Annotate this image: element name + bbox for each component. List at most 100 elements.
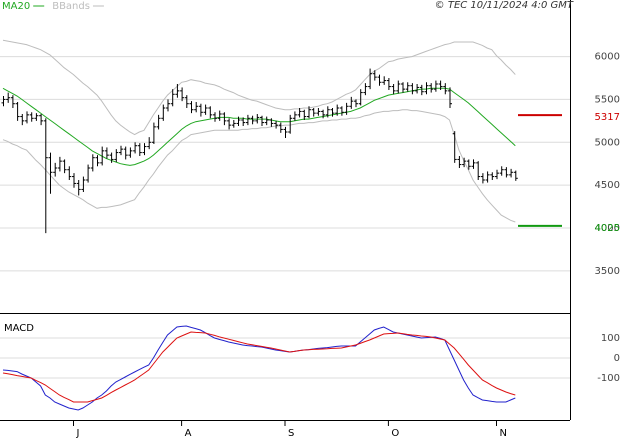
ohlc-bar: [241, 117, 246, 126]
ohlc-bar: [372, 70, 377, 81]
y-tick-label: 5500: [595, 94, 620, 105]
ohlc-bar: [161, 104, 166, 121]
band-lower: [2, 109, 516, 223]
ohlc-bar: [476, 161, 481, 180]
ohlc-bar: [15, 102, 20, 121]
ohlc-bar: [311, 108, 316, 117]
ohlc-bar: [109, 152, 114, 163]
ohlc-bar: [245, 114, 250, 126]
ohlc-bar: [415, 84, 420, 94]
ohlc-bar: [175, 84, 180, 98]
source: © TEC 10/11/2024 4:0 GMT: [435, 0, 574, 11]
ohlc-bar: [480, 173, 485, 184]
ohlc-bar: [203, 104, 208, 115]
ohlc-bar: [419, 84, 424, 96]
ohlc-bar: [213, 112, 217, 122]
ohlc-bar: [452, 131, 457, 163]
ohlc-bar: [76, 180, 81, 196]
ohlc-bar: [457, 156, 462, 168]
ohlc-bar: [170, 89, 175, 107]
ohlc-bar: [438, 80, 443, 90]
ohlc-bar: [382, 76, 387, 85]
ohlc-bar: [354, 99, 358, 108]
ohlc-bar: [292, 111, 297, 121]
ohlc-bar: [104, 147, 109, 159]
ohlc-bar: [156, 114, 161, 130]
ohlc-bar: [53, 162, 58, 177]
ohlc-bar: [344, 102, 349, 115]
panel-title: MACD: [4, 323, 34, 334]
ohlc-bar: [166, 99, 170, 112]
level-label: 5317: [595, 112, 620, 123]
ohlc-bar: [307, 106, 311, 119]
ohlc-bar: [269, 118, 274, 127]
ohlc-bar: [368, 68, 373, 90]
legend-label: MA20: [2, 1, 30, 12]
ohlc-bar: [194, 102, 199, 113]
ohlc-bar: [335, 104, 340, 116]
y-tick-label: 5000: [595, 137, 620, 148]
ohlc-bar: [208, 106, 213, 119]
ohlc-bar: [405, 82, 410, 92]
ohlc-bar: [330, 108, 335, 117]
ohlc-bar: [466, 159, 471, 170]
ohlc-bar: [29, 112, 34, 122]
ohlc-bar: [499, 166, 504, 176]
ma-line: [2, 87, 516, 166]
ohlc-bar: [297, 108, 302, 118]
ohlc-bar: [424, 82, 429, 95]
y-tick-label: 100: [601, 333, 620, 344]
ohlc-bar: [39, 114, 44, 126]
ohlc-bar: [217, 110, 222, 121]
ohlc-bar: [495, 169, 499, 180]
ohlc-bar: [485, 171, 490, 183]
ohlc-bar: [231, 120, 236, 128]
ohlc-bar: [57, 156, 62, 172]
ohlc-bar: [255, 114, 260, 124]
ohlc-bar: [429, 83, 434, 93]
x-tick-label: J: [76, 428, 80, 439]
ohlc-bar: [10, 95, 15, 108]
y-tick-label: -100: [597, 373, 620, 384]
ohlc-bar: [123, 146, 128, 160]
ohlc-bar: [462, 157, 467, 168]
ohlc-bar: [391, 84, 396, 95]
ohlc-bar: [401, 82, 405, 93]
ohlc-bar: [189, 101, 194, 114]
ohlc-bar: [100, 146, 105, 166]
ohlc-bar: [198, 103, 203, 117]
ohlc-bar: [67, 166, 72, 180]
level-label: 4025: [595, 223, 620, 234]
macd-line: [2, 325, 516, 411]
ohlc-bar: [349, 96, 354, 109]
y-tick-label: 4500: [595, 180, 620, 191]
ohlc-bar: [504, 167, 509, 178]
band-upper: [2, 39, 516, 136]
y-tick-label: 4000: [595, 223, 620, 234]
y-tick-label: 6000: [595, 52, 620, 63]
ohlc-bar: [142, 143, 147, 156]
ohlc-bar: [114, 149, 119, 162]
ohlc-bar: [396, 80, 401, 94]
ohlc-bar: [1, 96, 6, 107]
ohlc-bar: [48, 152, 53, 194]
ohlc-bar: [128, 147, 133, 158]
ohlc-bar: [471, 159, 476, 169]
ohlc-bar: [363, 83, 368, 96]
ohlc-bar: [95, 155, 100, 167]
ohlc-bar: [25, 111, 29, 124]
ohlc-bar: [72, 173, 76, 188]
y-tick-label: 0: [614, 353, 620, 364]
ohlc-bar: [410, 83, 415, 95]
ohlc-bar: [321, 109, 326, 119]
ohlc-bar: [119, 145, 123, 156]
legend-label: BBands: [52, 1, 90, 12]
ohlc-bar: [137, 143, 142, 156]
ohlc-bar: [448, 87, 452, 108]
ohlc-bar: [34, 113, 39, 121]
y-tick-label: 3500: [595, 266, 620, 277]
ohlc-bar: [222, 112, 227, 126]
ohlc-bar: [433, 80, 438, 92]
